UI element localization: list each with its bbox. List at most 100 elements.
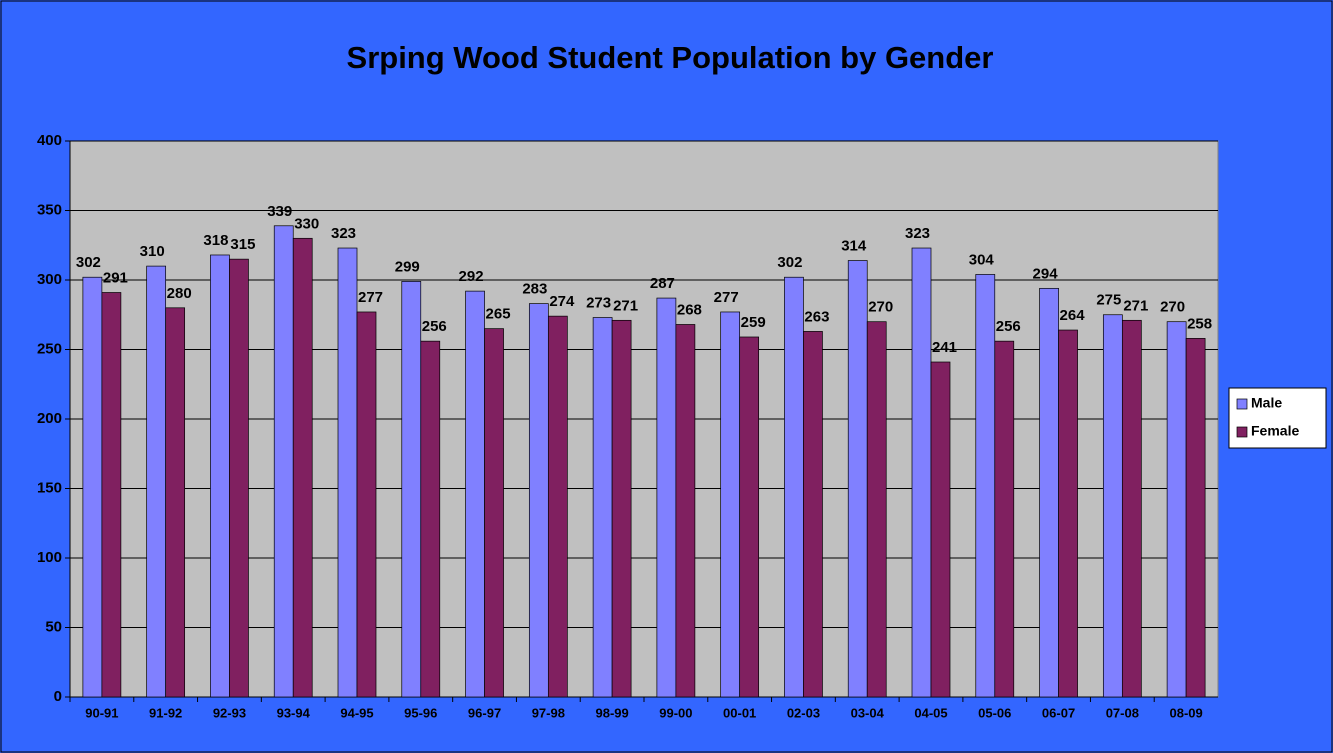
bar — [484, 328, 504, 698]
bar — [720, 311, 741, 698]
bar — [611, 319, 632, 698]
data-label: 259 — [741, 314, 766, 331]
bar — [930, 361, 951, 698]
bar — [210, 254, 230, 698]
legend-box — [1228, 387, 1327, 449]
data-label: 274 — [549, 293, 575, 310]
y-tick-label: 100 — [37, 549, 62, 566]
data-label: 310 — [140, 243, 165, 260]
y-tick-label: 0 — [54, 688, 62, 705]
x-tick-label: 03-04 — [851, 705, 885, 720]
bar — [1185, 338, 1206, 698]
data-label: 275 — [1096, 292, 1121, 309]
x-tick-label: 99-00 — [659, 705, 692, 720]
x-tick-label: 91-92 — [149, 705, 182, 720]
data-label: 271 — [1123, 297, 1148, 314]
bar — [337, 247, 358, 698]
data-label: 270 — [1160, 299, 1185, 316]
data-label: 241 — [932, 339, 957, 356]
y-tick-label: 350 — [37, 201, 62, 218]
data-label: 315 — [230, 236, 255, 253]
data-label: 256 — [422, 318, 447, 335]
x-tick-label: 98-99 — [595, 705, 628, 720]
bar — [101, 292, 122, 698]
x-tick-label: 96-97 — [468, 705, 501, 720]
data-label: 280 — [167, 285, 192, 302]
data-label: 265 — [486, 306, 511, 323]
bar — [592, 317, 613, 698]
data-label: 287 — [650, 275, 675, 292]
data-label: 268 — [677, 301, 702, 318]
chart-title: Srping Wood Student Population by Gender — [347, 40, 994, 75]
data-label: 339 — [267, 203, 292, 220]
y-tick-label: 250 — [37, 340, 62, 357]
bar — [273, 225, 294, 698]
x-tick-label: 04-05 — [914, 705, 947, 720]
bar — [165, 307, 186, 698]
data-label: 291 — [103, 269, 128, 286]
bar — [1039, 287, 1059, 698]
data-label: 270 — [868, 299, 893, 316]
bar — [994, 340, 1015, 698]
data-label: 277 — [714, 289, 739, 306]
legend-label: Male — [1251, 395, 1282, 411]
bar — [82, 276, 103, 698]
bar — [528, 303, 549, 698]
data-label: 258 — [1187, 315, 1212, 332]
data-label: 318 — [203, 232, 228, 249]
data-label: 273 — [586, 294, 611, 311]
bar — [229, 258, 249, 698]
data-label: 314 — [841, 238, 867, 255]
x-tick-label: 90-91 — [85, 705, 118, 720]
bar — [675, 324, 696, 698]
y-tick-label: 200 — [37, 410, 62, 427]
bar — [656, 297, 677, 698]
bar — [1166, 321, 1187, 698]
x-tick-label: 95-96 — [404, 705, 437, 720]
x-tick-label: 07-08 — [1106, 705, 1139, 720]
x-tick-label: 92-93 — [213, 705, 246, 720]
x-tick-label: 93-94 — [277, 705, 311, 720]
data-label: 256 — [996, 318, 1021, 335]
data-label: 302 — [777, 254, 802, 271]
bar — [1121, 319, 1142, 698]
bar — [803, 331, 823, 698]
data-label: 323 — [331, 225, 356, 242]
bar — [911, 247, 932, 698]
bar — [847, 260, 868, 698]
x-tick-label: 02-03 — [787, 705, 820, 720]
bar — [146, 265, 167, 698]
legend-label: Female — [1251, 423, 1299, 439]
bar — [739, 336, 760, 698]
y-tick-label: 50 — [45, 618, 62, 635]
bar — [975, 274, 996, 698]
data-label: 263 — [804, 308, 829, 325]
x-tick-label: 00-01 — [723, 705, 756, 720]
bar — [401, 281, 422, 698]
bar — [784, 276, 804, 698]
bar — [866, 321, 887, 698]
bar — [292, 237, 313, 698]
data-label: 323 — [905, 225, 930, 242]
legend-swatch — [1236, 398, 1248, 410]
bar — [420, 340, 441, 698]
y-tick-label: 150 — [37, 479, 62, 496]
bar — [1058, 329, 1078, 698]
x-tick-label: 08-09 — [1169, 705, 1202, 720]
data-label: 294 — [1033, 265, 1059, 282]
data-label: 264 — [1060, 307, 1086, 324]
data-label: 299 — [395, 258, 420, 275]
data-label: 271 — [613, 297, 638, 314]
data-label: 304 — [969, 251, 995, 268]
data-label: 302 — [76, 254, 101, 271]
x-tick-label: 06-07 — [1042, 705, 1075, 720]
data-label: 330 — [294, 215, 319, 232]
bar — [1102, 314, 1123, 698]
y-tick-label: 300 — [37, 271, 62, 288]
x-tick-label: 94-95 — [340, 705, 373, 720]
x-tick-label: 97-98 — [532, 705, 565, 720]
legend-swatch — [1236, 426, 1248, 438]
bar — [547, 315, 568, 698]
